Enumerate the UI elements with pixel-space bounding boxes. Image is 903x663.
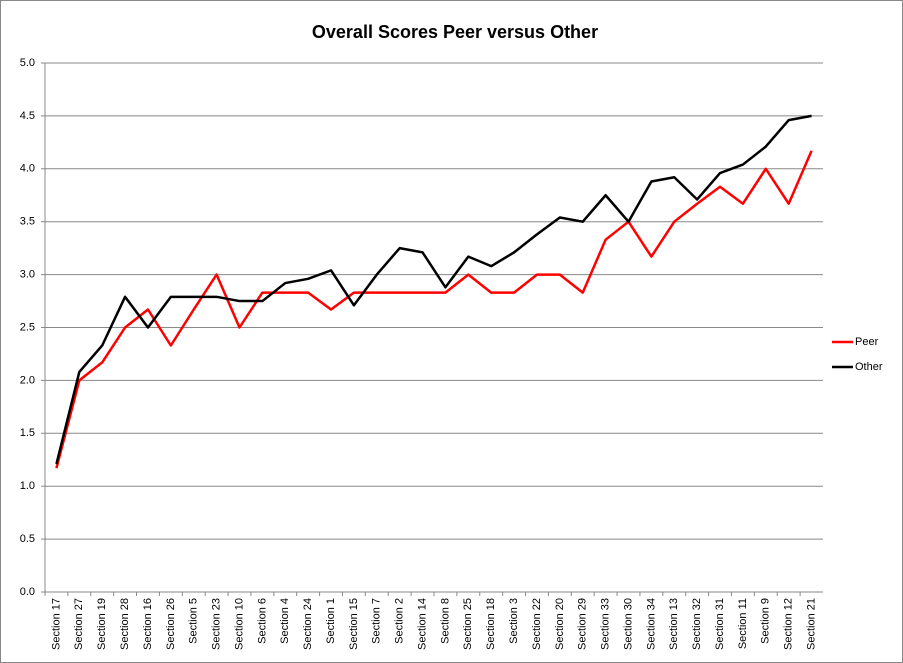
x-tick-label: Section 28: [119, 598, 131, 650]
legend-label: Peer: [855, 336, 879, 348]
x-tick-label: Section 4: [279, 598, 291, 644]
legend-label: Other: [855, 361, 883, 373]
x-tick-label: Section 34: [645, 598, 657, 650]
x-tick-label: Section 26: [165, 598, 177, 650]
x-tick-label: Section 15: [348, 598, 360, 650]
y-tick-label: 1.5: [20, 427, 35, 439]
x-tick-label: Section 22: [531, 598, 543, 650]
y-tick-label: 4.0: [20, 163, 35, 175]
x-tick-label: Section 13: [668, 598, 680, 650]
x-tick-label: Section 6: [256, 598, 268, 644]
x-tick-label: Section 3: [508, 598, 520, 644]
x-tick-label: Section 5: [188, 598, 200, 644]
x-tick-label: Section 16: [142, 598, 154, 650]
x-tick-label: Section 24: [302, 598, 314, 650]
y-tick-label: 5.0: [20, 57, 35, 69]
x-tick-label: Section 27: [73, 598, 85, 650]
y-tick-label: 1.0: [20, 480, 35, 492]
x-tick-label: Section 18: [485, 598, 497, 650]
y-tick-label: 2.0: [20, 374, 35, 386]
x-tick-label: Section 8: [439, 598, 451, 644]
x-tick-label: Section 30: [622, 598, 634, 650]
y-tick-label: 4.5: [20, 110, 35, 122]
x-tick-label: Section 21: [805, 598, 817, 650]
x-tick-label: Section 31: [714, 598, 726, 650]
x-tick-label: Section 19: [96, 598, 108, 650]
y-tick-label: 0.0: [20, 586, 35, 598]
y-tick-label: 3.0: [20, 269, 35, 281]
x-tick-label: Section 23: [211, 598, 223, 650]
y-tick-label: 3.5: [20, 216, 35, 228]
x-tick-label: Section 7: [371, 598, 383, 644]
x-tick-label: Section 12: [783, 598, 795, 650]
x-tick-label: Section 9: [760, 598, 772, 644]
x-tick-label: Section 14: [416, 598, 428, 650]
x-tick-label: Section 17: [50, 598, 62, 650]
x-tick-label: Section 25: [462, 598, 474, 650]
chart-title: Overall Scores Peer versus Other: [312, 22, 598, 42]
y-tick-label: 0.5: [20, 533, 35, 545]
series-line: [55, 114, 812, 465]
series-line: [55, 150, 813, 469]
x-tick-label: Section 33: [600, 598, 612, 650]
x-tick-label: Section 20: [554, 598, 566, 650]
x-tick-label: Section 29: [577, 598, 589, 650]
x-tick-label: Section 10: [233, 598, 245, 650]
x-tick-label: Section 1: [325, 598, 337, 644]
x-tick-label: Section 11: [737, 598, 749, 649]
y-tick-label: 2.5: [20, 321, 35, 333]
x-tick-label: Section 32: [691, 598, 703, 650]
x-tick-label: Section 2: [394, 598, 406, 644]
